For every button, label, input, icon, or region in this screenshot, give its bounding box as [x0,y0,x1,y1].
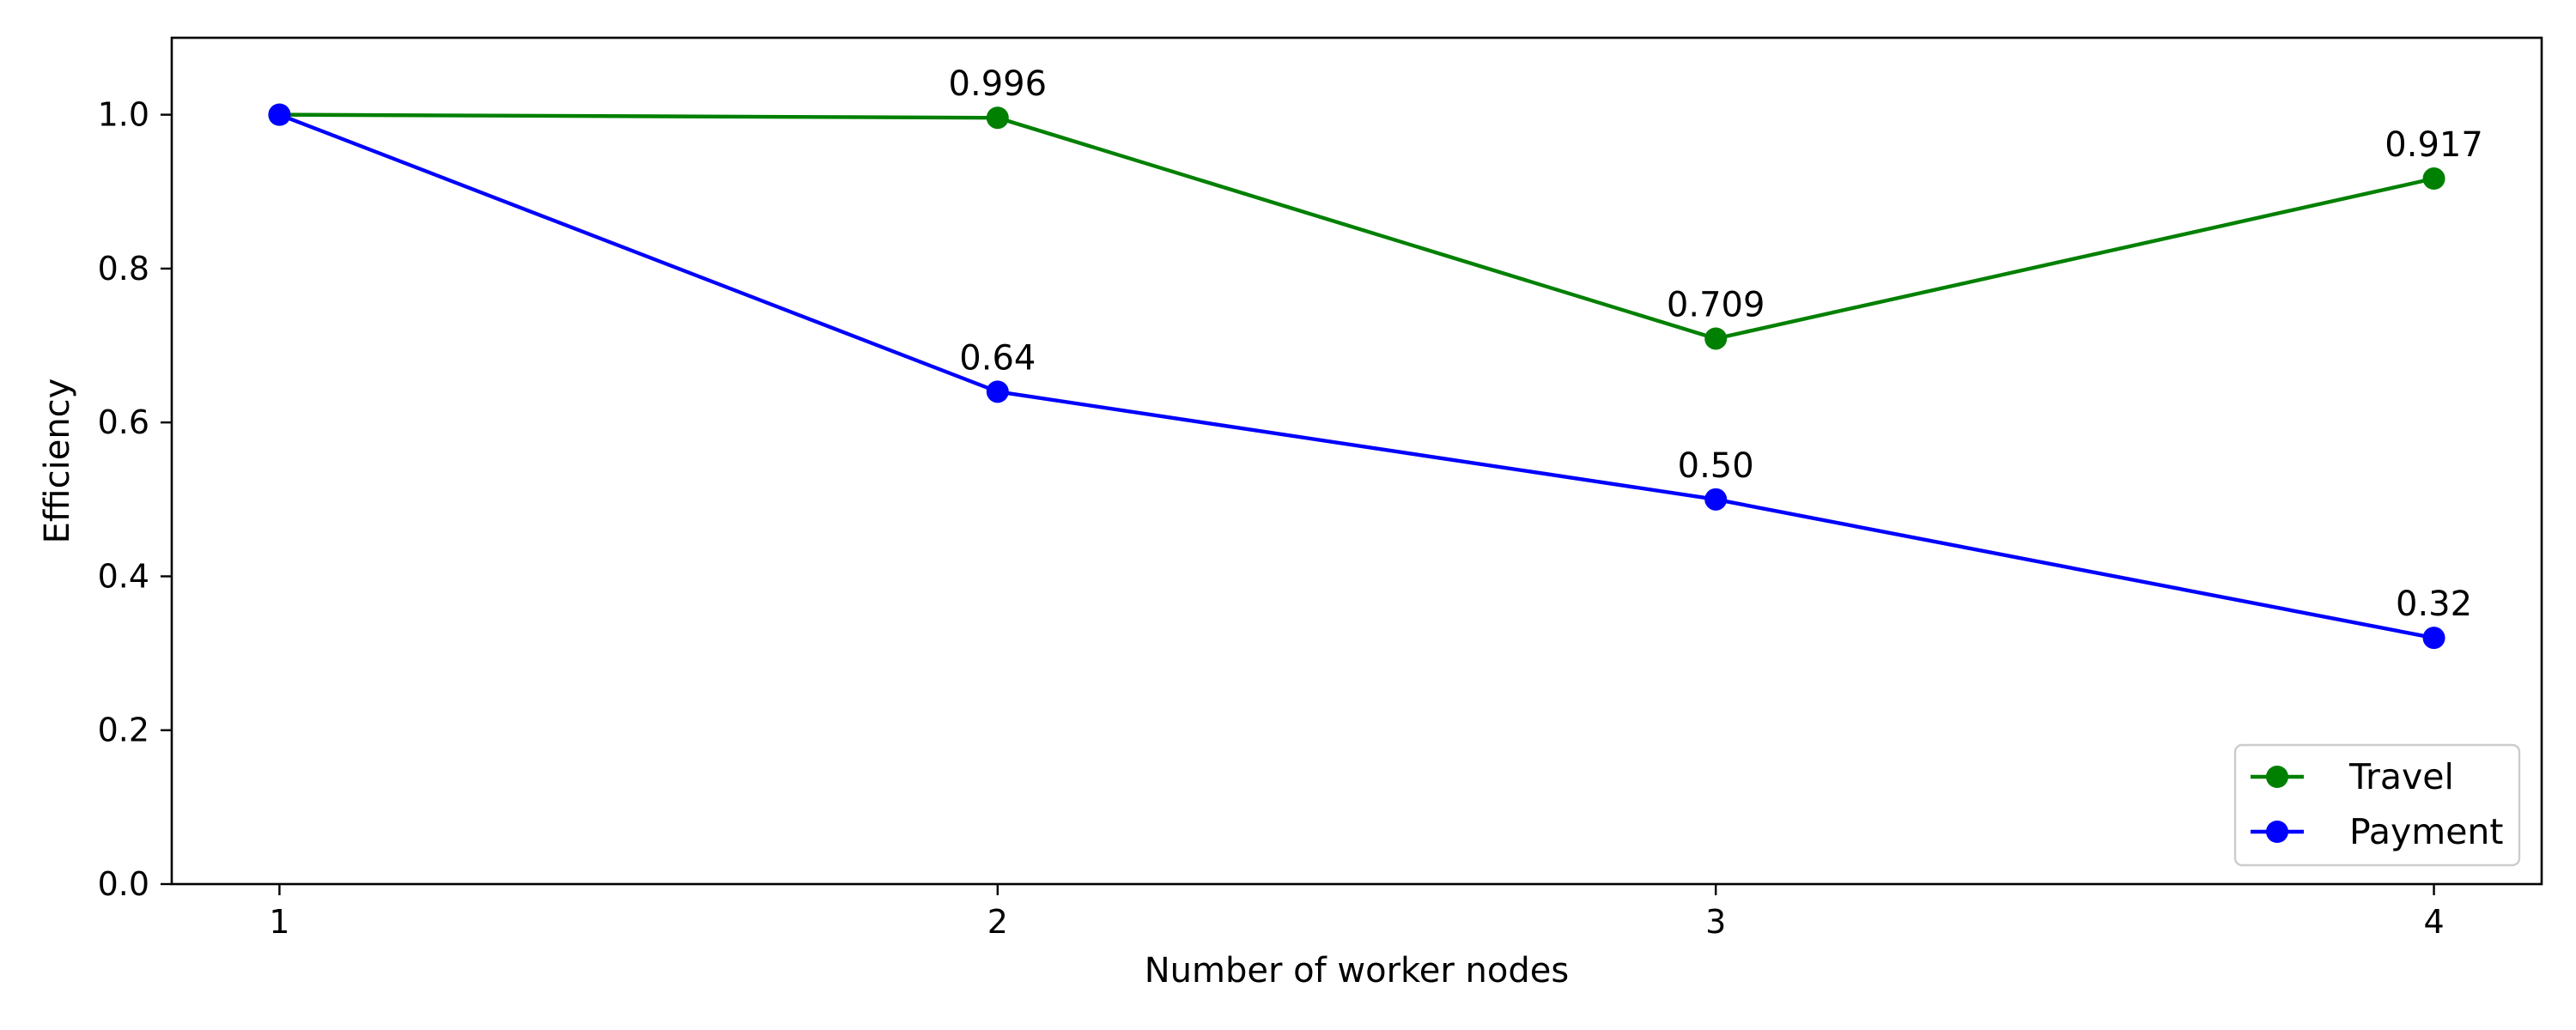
data-label-travel: 0.917 [2385,125,2483,165]
legend[interactable]: Travel Payment [2233,743,2521,867]
data-label-payment: 0.50 [1678,446,1754,486]
y-tick-label: 0.0 [98,865,149,903]
data-point-payment[interactable] [986,380,1009,403]
x-tick-label: 2 [987,903,1008,941]
legend-marker-payment [2266,821,2288,843]
y-tick-label: 0.2 [98,712,149,749]
series-line-travel [279,112,2435,341]
legend-item-payment[interactable]: Payment [2251,811,2504,852]
x-tick-label: 3 [1705,903,1726,941]
legend-marker-travel [2266,766,2288,788]
legend-label-payment: Payment [2349,811,2504,852]
data-label-payment: 0.32 [2396,585,2472,624]
legend-label-travel: Travel [2348,756,2454,797]
axes: 1 2 3 4 0.0 0.2 0.4 0.6 0.8 1.0 [98,96,2445,941]
data-point-payment[interactable] [268,103,291,126]
series-payment: 0.64 0.50 0.32 [268,103,2472,650]
data-point-travel[interactable] [1704,327,1728,350]
y-tick-label: 0.8 [98,250,149,288]
data-label-payment: 0.64 [959,338,1036,378]
y-tick-label: 1.0 [98,96,149,134]
y-tick-label: 0.4 [98,557,149,595]
data-point-travel[interactable] [986,106,1009,130]
data-label-travel: 0.996 [949,64,1048,104]
y-tick-label: 0.6 [98,403,149,441]
legend-item-travel[interactable]: Travel [2251,756,2454,797]
legend-box [2233,743,2521,867]
data-label-travel: 0.709 [1667,285,1765,324]
y-axis-label: Efficiency [38,379,77,544]
data-point-payment[interactable] [1704,488,1728,511]
series-travel: 0.996 0.709 0.917 [268,64,2483,350]
x-tick-label: 4 [2423,903,2444,941]
plot-frame [170,36,2543,886]
data-point-travel[interactable] [2422,167,2445,191]
series-line-payment [278,112,2434,640]
x-axis-label: Number of worker nodes [1145,951,1569,991]
x-tick-label: 1 [269,903,289,941]
data-point-payment[interactable] [2422,627,2445,650]
plot-marks: 0.996 0.709 0.917 0.64 0.50 0.32 [268,64,2483,650]
